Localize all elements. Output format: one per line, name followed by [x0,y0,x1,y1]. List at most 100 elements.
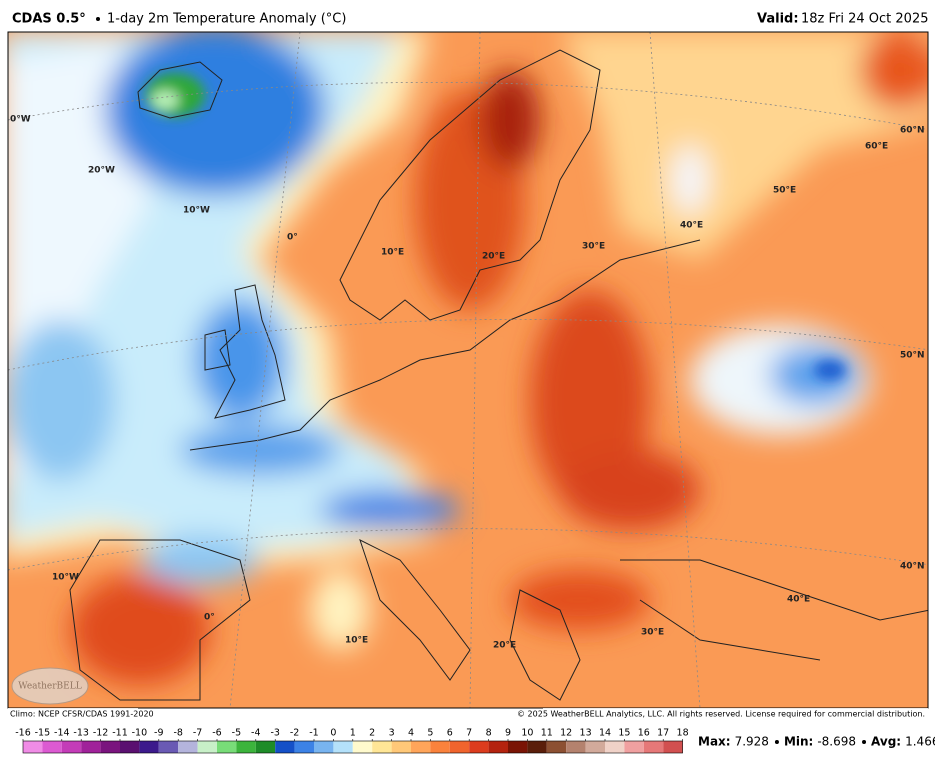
colorbar-swatch [566,741,586,753]
coordinate-label: 0° [287,233,298,243]
colorbar-tick-label: 18 [677,728,689,739]
colorbar-tick-label: 8 [486,728,492,739]
colorbar-swatch [333,741,353,753]
colorbar-tick-label: 11 [541,728,553,739]
coordinate-label: 40°E [680,221,703,231]
colorbar-swatch [139,741,159,753]
colorbar-swatch [81,741,101,753]
colorbar-tick-label: 13 [580,728,592,739]
colorbar-swatch [391,741,411,753]
colorbar-swatch [120,741,140,753]
colorbar-tick-label: 2 [369,728,375,739]
colorbar-swatch [411,741,431,753]
colorbar-swatch [61,741,82,753]
colorbar-tick-label: -6 [212,728,221,739]
coordinate-label: 0°W [10,115,31,125]
colorbar-swatch [255,741,276,753]
coordinate-label: 60°E [865,142,888,152]
colorbar-tick-label: -15 [35,728,51,739]
coordinate-label: 20°E [482,252,505,262]
coordinate-label: 20°E [493,641,516,651]
separator [862,740,867,744]
coordinate-label: 30°E [582,242,605,252]
stats: Max: 7.928 Min: -8.698 Avg: 1.466 [698,735,935,749]
colorbar-swatch [314,741,334,753]
colorbar-tick-label: 1 [350,728,356,739]
coordinate-label: 20°W [88,166,115,176]
colorbar-swatch [372,741,392,753]
map-title: 1-day 2m Temperature Anomaly (°C) [107,12,346,27]
colorbar-tick-label: -8 [173,728,182,739]
colorbar-swatch [275,741,295,753]
colorbar-swatch [23,741,43,753]
stat-min-label: Min: [784,735,813,749]
colorbar-tick-label: 10 [521,728,533,739]
stat-avg: 1.466 [905,735,935,749]
coordinate-label: 10°E [345,636,368,646]
colorbar-swatch [663,741,683,753]
colorbar-swatch [605,741,625,753]
colorbar-swatch [624,741,644,753]
colorbar-tick-label: 15 [618,728,630,739]
coordinate-label: 50°E [773,186,796,196]
colorbar-tick-label: 14 [599,728,611,739]
colorbar: -16 -15 -14 -13 -12 -11 -10 -9 -8 -7 -6 -5 -4 -3 -2 -1 0… [15,728,689,754]
colorbar-swatch [546,741,567,753]
model-name: CDAS 0.5° [12,12,86,27]
colorbar-tick-label: -12 [93,728,109,739]
stat-avg-label: Avg: [871,735,901,749]
colorbar-swatch [643,741,664,753]
colorbar-swatch [585,741,605,753]
colorbar-swatch [449,741,470,753]
separator [96,17,100,21]
colorbar-tick-label: 6 [447,728,453,739]
colorbar-swatch [42,741,62,753]
colorbar-tick-label: -14 [54,728,70,739]
colorbar-tick-label: 16 [638,728,650,739]
colorbar-tick-label: -11 [112,728,128,739]
colorbar-tick-label: -3 [270,728,279,739]
colorbar-tick-label: -13 [73,728,89,739]
coordinate-label: 50°N [900,351,925,361]
colorbar-tick-label: 5 [427,728,433,739]
coordinate-label: 10°W [52,573,79,583]
colorbar-tick-label: 9 [505,728,511,739]
coordinate-label: 10°E [381,248,404,258]
stat-min: -8.698 [817,735,856,749]
coordinate-label: 0° [204,613,215,623]
colorbar-tick-label: 3 [389,728,395,739]
colorbar-tick-label: -1 [309,728,318,739]
stat-max: 7.928 [735,735,769,749]
coordinate-label: 60°N [900,126,925,136]
colorbar-tick-label: -4 [251,728,260,739]
logo: WeatherBELL [18,682,81,692]
colorbar-swatch [236,741,256,753]
separator [774,740,779,744]
coordinate-label: 40°E [787,595,810,605]
colorbar-tick-label: 12 [560,728,572,739]
colorbar-tick-label: -9 [154,728,163,739]
colorbar-tick-label: 4 [408,728,414,739]
map-frame [7,31,929,709]
colorbar-swatch [508,741,528,753]
stat-max-label: Max: [698,735,731,749]
colorbar-tick-label: -16 [15,728,31,739]
colorbar-tick-label: 17 [657,728,669,739]
valid-label: Valid: [757,12,799,27]
colorbar-swatch [217,741,237,753]
colorbar-swatch [352,741,373,753]
colorbar-swatch [430,741,450,753]
copyright: © 2025 WeatherBELL Analytics, LLC. All r… [517,710,925,719]
colorbar-swatch [178,741,198,753]
colorbar-tick-label: -2 [290,728,299,739]
colorbar-tick-label: 7 [466,728,472,739]
colorbar-swatch [527,741,547,753]
map-labels: 0°W 20°W 10°W 0° 10°E 20°E 30°E 40°E 50°E 60°E 60°… [10,115,925,651]
climo-note: Climo: NCEP CFSR/CDAS 1991-2020 [10,710,154,719]
valid-time: 18z Fri 24 Oct 2025 [801,12,929,27]
colorbar-tick-label: -7 [193,728,202,739]
colorbar-swatch [158,741,179,753]
colorbar-tick-label: -5 [232,728,241,739]
colorbar-swatch [100,741,120,753]
